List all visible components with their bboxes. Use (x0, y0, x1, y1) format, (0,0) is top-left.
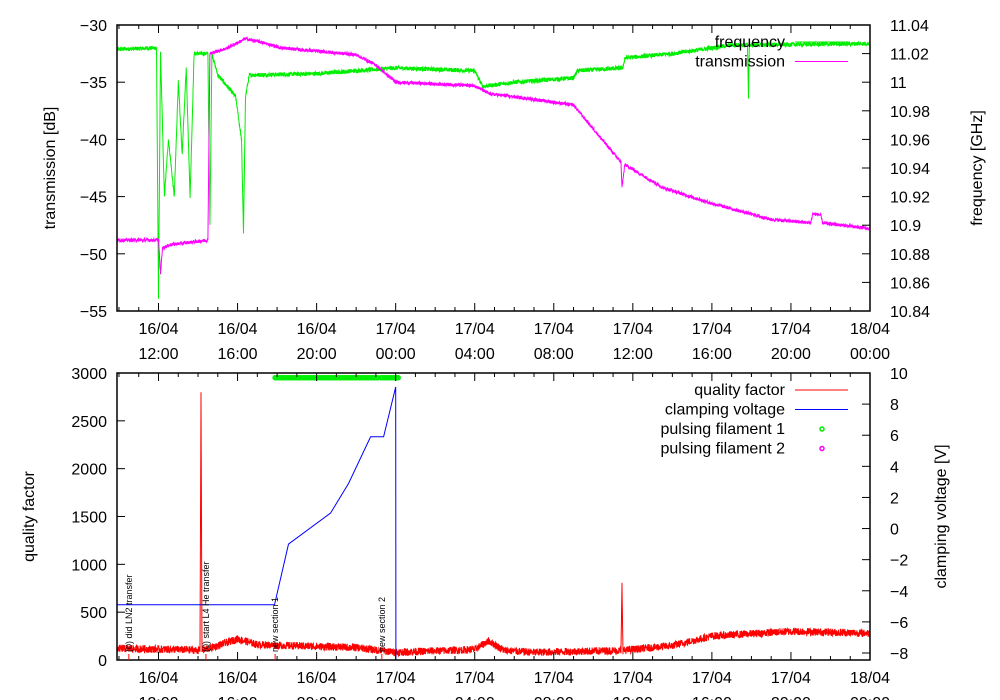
x-tick-label: 00:00 (850, 346, 890, 363)
x-tick-label: 17/04 (376, 321, 416, 338)
annotation-label: new section 1 (270, 597, 280, 652)
series-line-transmission (117, 35, 870, 275)
x-tick-label: 17/04 (771, 321, 811, 338)
y2-tick-label: −4 (890, 584, 908, 601)
y2-tick-label: 10.84 (890, 304, 930, 321)
x-tick-label: 16/04 (218, 670, 258, 687)
x-tick-label: 04:00 (455, 695, 495, 700)
y-tick-label: 2000 (71, 462, 107, 479)
series-line-clamping-voltage (117, 386, 397, 660)
y-tick-label: −55 (80, 304, 107, 321)
x-tick-label: 20:00 (771, 346, 811, 363)
annotation-label: new section 2 (377, 597, 387, 652)
series-line-frequency (117, 40, 870, 299)
y2-tick-label: 10.88 (890, 247, 930, 264)
y2-tick-label: −2 (890, 553, 908, 570)
x-tick-label: 17/04 (692, 670, 732, 687)
x-tick-label: 17/04 (771, 670, 811, 687)
annotation-label: (0) start L4 He transfer (201, 561, 211, 652)
y2-tick-label: 11.04 (890, 18, 929, 35)
x-tick-label: 17/04 (534, 321, 574, 338)
x-tick-label: 12:00 (138, 346, 178, 363)
x-tick-label: 16:00 (692, 346, 732, 363)
x-tick-label: 17/04 (455, 670, 495, 687)
x-tick-label: 00:00 (850, 695, 890, 700)
y2-tick-label: 8 (890, 397, 899, 414)
y-tick-label: 1500 (71, 510, 107, 527)
x-tick-label: 00:00 (376, 695, 416, 700)
legend-label: pulsing filament 1 (660, 421, 785, 438)
y-tick-label: 1000 (71, 557, 107, 574)
y-tick-label: 3000 (71, 366, 107, 383)
legend-label: clamping voltage (665, 402, 785, 419)
y2-tick-label: 11 (890, 75, 907, 92)
y2-tick-label: 10.94 (890, 161, 930, 178)
x-tick-label: 00:00 (376, 346, 416, 363)
x-tick-label: 16/04 (297, 321, 337, 338)
y2-tick-label: 6 (890, 428, 899, 445)
y-axis-label: transmission [dB] (42, 107, 59, 230)
y2-tick-label: 11.02 (890, 47, 929, 64)
y2-tick-label: 10.92 (890, 190, 930, 207)
y2-tick-label: −6 (890, 615, 908, 632)
x-tick-label: 12:00 (138, 695, 178, 700)
x-tick-label: 16/04 (138, 321, 178, 338)
x-tick-label: 17/04 (613, 670, 653, 687)
y-tick-label: 0 (98, 653, 107, 670)
legend-label: transmission (695, 54, 785, 71)
legend-label: quality factor (694, 382, 785, 399)
y-tick-label: 2500 (71, 414, 107, 431)
y2-tick-label: 2 (890, 490, 899, 507)
y-tick-label: −50 (80, 247, 107, 264)
y-tick-label: −30 (80, 18, 107, 35)
y-tick-label: −45 (80, 190, 107, 207)
y2-axis-label: clamping voltage [V] (933, 444, 950, 588)
top-plot: −30 −35 −40 −45 −50 −55 11.04 11.02 11 10.98 10.96… (42, 18, 986, 363)
x-tick-label: 20:00 (297, 346, 337, 363)
x-tick-label: 18/04 (850, 321, 890, 338)
x-tick-label: 17/04 (613, 321, 653, 338)
x-tick-label: 16:00 (218, 346, 258, 363)
x-tick-label: 16/04 (138, 670, 178, 687)
x-tick-label: 16:00 (692, 695, 732, 700)
y-tick-label: −35 (80, 75, 107, 92)
y-tick-label: −40 (80, 132, 107, 149)
y2-tick-label: −8 (890, 646, 908, 663)
x-tick-label: 20:00 (771, 695, 811, 700)
x-tick-label: 04:00 (455, 346, 495, 363)
y2-tick-label: 10.86 (890, 275, 930, 292)
x-tick-label: 08:00 (534, 346, 574, 363)
y2-tick-label: 4 (890, 459, 899, 476)
x-tick-label: 17/04 (376, 670, 416, 687)
annotation-label: (0) did LN2 transfer (124, 574, 134, 652)
x-tick-label: 17/04 (534, 670, 574, 687)
x-tick-label: 12:00 (613, 346, 653, 363)
legend-marker (819, 426, 825, 432)
x-tick-label: 16:00 (218, 695, 258, 700)
y2-axis-label: frequency [GHz] (969, 110, 986, 226)
x-tick-label: 17/04 (455, 321, 495, 338)
x-tick-label: 12:00 (613, 695, 653, 700)
y-tick-label: 500 (80, 605, 107, 622)
legend-label: pulsing filament 2 (660, 441, 785, 458)
y-axis-label: quality factor (21, 470, 38, 561)
y2-tick-label: 10.9 (890, 218, 921, 235)
y2-tick-label: 10 (890, 366, 908, 383)
legend-label: frequency (715, 34, 785, 51)
series-point-pulsing-filament-1 (395, 374, 401, 381)
x-tick-label: 20:00 (297, 695, 337, 700)
x-tick-label: 16/04 (218, 321, 258, 338)
x-tick-label: 17/04 (692, 321, 732, 338)
y2-tick-label: 0 (890, 522, 899, 539)
x-tick-label: 16/04 (297, 670, 337, 687)
x-tick-label: 18/04 (850, 670, 890, 687)
x-tick-label: 08:00 (534, 695, 574, 700)
y2-tick-label: 10.96 (890, 132, 930, 149)
y2-tick-label: 10.98 (890, 104, 930, 121)
legend-marker (819, 445, 825, 452)
series-line-quality-factor (117, 392, 870, 658)
